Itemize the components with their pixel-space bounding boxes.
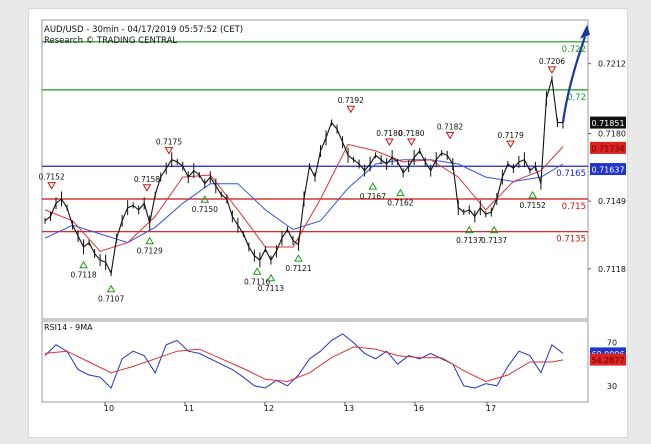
peak-label-5: 0.7180 [398, 129, 424, 138]
peak-marker-2 [164, 147, 174, 155]
chart-subtitle: Research © TRADING CENTRAL [44, 36, 177, 46]
x-tick-label-5: 17 [486, 404, 496, 413]
peak-label-0: 0.7152 [38, 173, 64, 182]
trough-label-1: 0.7107 [98, 295, 124, 304]
price-tag-current: 0.71851 [591, 119, 624, 128]
y-tick-label-2: 0.7180 [598, 129, 626, 138]
trough-label-9: 0.7137 [456, 236, 482, 245]
trough-label-11: 0.7152 [520, 201, 546, 210]
price-tag-ma-slow-box [590, 163, 626, 176]
level-label-1: 0.72 [567, 93, 586, 103]
peak-marker-8 [547, 66, 557, 74]
y-tick-label-3: 0.7212 [598, 60, 626, 69]
rsi-line [44, 333, 564, 389]
peak-marker-3 [346, 105, 356, 114]
rsi-ma-line [44, 346, 564, 383]
peak-marker-7 [506, 140, 515, 149]
x-tick-label-2: 12 [264, 404, 274, 413]
forecast-arrow-head [580, 24, 590, 39]
level-label-2: 0.7165 [556, 169, 586, 179]
trough-label-10: 0.7137 [481, 236, 507, 245]
trough-marker-9 [464, 225, 474, 234]
peak-marker-6 [445, 131, 455, 140]
price-tag-ma-slow: 0.71637 [591, 166, 624, 175]
trough-marker-2 [145, 236, 155, 245]
trough-marker-10 [489, 225, 499, 234]
peak-marker-5 [407, 138, 416, 146]
trough-marker-3 [200, 195, 210, 203]
rsi-ma-value-tag-box [590, 353, 626, 366]
rsi-ma-value-tag: 54.2877 [591, 356, 624, 365]
peak-label-6: 0.7182 [437, 122, 463, 131]
y-tick-label-0: 0.7118 [598, 265, 626, 274]
trough-marker-7 [368, 182, 378, 190]
peak-label-4: 0.7180 [376, 129, 402, 138]
price-panel [41, 19, 589, 320]
peak-label-7: 0.7179 [497, 131, 523, 140]
trough-marker-8 [396, 188, 405, 197]
ma-slow-line [44, 159, 564, 244]
trough-label-5: 0.7113 [258, 284, 284, 293]
peak-marker-0 [47, 182, 56, 190]
level-label-0: 0.722 [562, 45, 586, 55]
x-tick-label-3: 13 [344, 404, 354, 413]
trough-marker-1 [106, 284, 116, 293]
y-tick-label-1: 0.7149 [598, 197, 626, 206]
trough-marker-6 [294, 254, 303, 262]
rsi-tick-label-0: 70 [607, 339, 617, 348]
trough-marker-11 [528, 190, 538, 199]
trough-label-6: 0.7121 [285, 264, 311, 273]
price-tag-current-box [590, 116, 626, 129]
level-label-3: 0.715 [562, 202, 586, 212]
price-tag-ma-fast: 0.71734 [591, 144, 624, 153]
peak-label-2: 0.7175 [156, 138, 182, 147]
peak-label-3: 0.7192 [338, 96, 364, 105]
trough-label-8: 0.7162 [387, 199, 413, 208]
trough-label-4: 0.7116 [244, 277, 270, 286]
trough-marker-0 [79, 260, 88, 269]
rsi-panel [41, 320, 589, 403]
trough-marker-4 [252, 267, 262, 275]
peak-marker-1 [142, 184, 152, 192]
forecast-arrow-shaft [561, 36, 587, 123]
peak-label-1: 0.7158 [134, 175, 160, 184]
x-tick-label-4: 16 [414, 404, 424, 413]
rsi-tick-label-1: 30 [607, 382, 617, 391]
x-tick-label-1: 11 [184, 404, 194, 413]
chart-frame [28, 8, 628, 438]
ma-fast-line [44, 143, 564, 252]
trough-label-7: 0.7167 [360, 192, 386, 201]
chart-title: AUD/USD - 30min - 04/17/2019 05:57:52 (C… [44, 25, 243, 35]
x-tick-label-0: 10 [104, 404, 114, 413]
trough-label-0: 0.7118 [70, 271, 96, 280]
price-tag-ma-fast-box [590, 141, 626, 154]
trough-marker-5 [266, 273, 276, 282]
rsi-title: RSI14 - 9MA [44, 323, 93, 332]
peak-label-8: 0.7206 [539, 57, 565, 66]
trough-label-2: 0.7129 [137, 247, 163, 256]
trough-label-3: 0.7150 [192, 205, 218, 214]
level-label-4: 0.7135 [556, 235, 586, 245]
peak-marker-4 [385, 138, 394, 146]
